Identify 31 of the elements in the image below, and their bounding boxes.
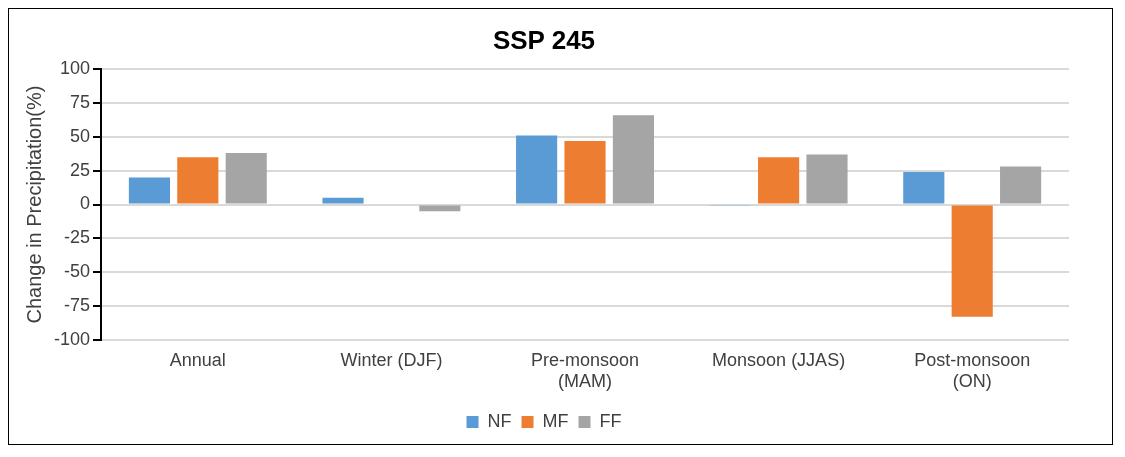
x-tick-label: Pre-monsoon (MAM) <box>530 349 640 392</box>
y-tick-label: 50 <box>70 125 91 146</box>
y-tick-label: -25 <box>64 227 91 248</box>
y-tick-label: 100 <box>59 58 91 79</box>
y-tick-label: 75 <box>70 91 91 112</box>
x-tick-label: Annual <box>169 349 226 370</box>
bar <box>612 115 654 204</box>
x-tick-label: Monsoon (JJAS) <box>712 349 846 370</box>
bar <box>128 177 170 204</box>
bar <box>516 135 558 204</box>
y-tick-label: -75 <box>64 294 91 315</box>
bar <box>903 172 945 204</box>
y-tick-label: 25 <box>70 159 91 180</box>
x-tick-label: Winter (DJF) <box>340 349 443 370</box>
bar <box>806 154 848 204</box>
chart-title: SSP 245 <box>492 24 596 55</box>
legend-label: FF <box>599 410 622 431</box>
y-tick-label: 0 <box>80 193 91 214</box>
bar <box>225 153 267 204</box>
x-tick-label: Post-monsoon (ON) <box>914 349 1031 392</box>
bar <box>322 197 364 204</box>
bar <box>564 140 606 204</box>
bar <box>1000 166 1042 204</box>
bar <box>177 157 219 204</box>
y-axis-title: Change in Precipitation(%) <box>22 85 45 324</box>
bar <box>951 205 993 317</box>
legend-label: NF <box>487 410 512 431</box>
y-tick-label: -100 <box>54 328 91 349</box>
bar <box>758 157 800 204</box>
legend-label: MF <box>542 410 569 431</box>
y-tick-label: -50 <box>64 261 91 282</box>
